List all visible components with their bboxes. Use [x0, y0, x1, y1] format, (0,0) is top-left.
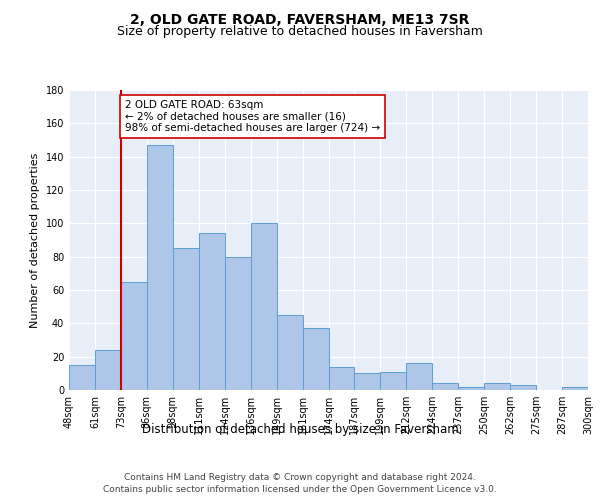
Bar: [173, 248, 199, 390]
Text: Size of property relative to detached houses in Faversham: Size of property relative to detached ho…: [117, 25, 483, 38]
Text: 2, OLD GATE ROAD, FAVERSHAM, ME13 7SR: 2, OLD GATE ROAD, FAVERSHAM, ME13 7SR: [130, 12, 470, 26]
Bar: [95, 350, 121, 390]
Bar: [355, 374, 380, 390]
Bar: [69, 365, 95, 390]
Bar: [121, 282, 147, 390]
Bar: [510, 385, 536, 390]
Bar: [562, 386, 588, 390]
Text: Distribution of detached houses by size in Faversham: Distribution of detached houses by size …: [142, 422, 458, 436]
Bar: [380, 372, 406, 390]
Bar: [251, 224, 277, 390]
Bar: [302, 328, 329, 390]
Bar: [458, 386, 484, 390]
Bar: [484, 384, 510, 390]
Bar: [147, 145, 173, 390]
Bar: [225, 256, 251, 390]
Bar: [277, 315, 302, 390]
Bar: [433, 384, 458, 390]
Bar: [199, 234, 224, 390]
Bar: [329, 366, 355, 390]
Text: Contains HM Land Registry data © Crown copyright and database right 2024.
Contai: Contains HM Land Registry data © Crown c…: [103, 472, 497, 494]
Bar: [406, 364, 432, 390]
Text: 2 OLD GATE ROAD: 63sqm
← 2% of detached houses are smaller (16)
98% of semi-deta: 2 OLD GATE ROAD: 63sqm ← 2% of detached …: [125, 100, 380, 133]
Y-axis label: Number of detached properties: Number of detached properties: [30, 152, 40, 328]
